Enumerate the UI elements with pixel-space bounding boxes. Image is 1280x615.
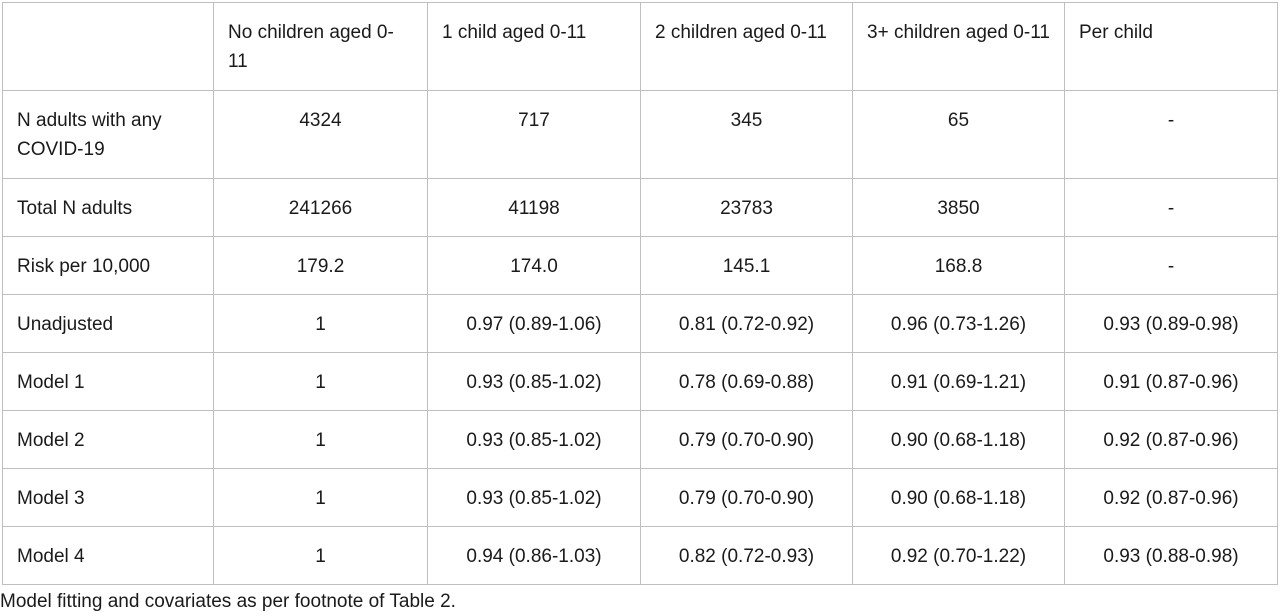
table-cell: - bbox=[1064, 178, 1278, 237]
table-cell: 168.8 bbox=[852, 236, 1065, 295]
table-cell: 0.92 (0.87-0.96) bbox=[1064, 468, 1278, 527]
table-row: Model 3 1 0.93 (0.85-1.02) 0.79 (0.70-0.… bbox=[2, 468, 1278, 527]
column-header-3plus-children: 3+ children aged 0-11 bbox=[852, 2, 1065, 91]
row-label: Risk per 10,000 bbox=[2, 236, 214, 295]
table-footnote: Model fitting and covariates as per foot… bbox=[0, 591, 456, 612]
column-header-no-children: No children aged 0-11 bbox=[213, 2, 428, 91]
table-cell: 241266 bbox=[213, 178, 428, 237]
table-cell: 0.91 (0.87-0.96) bbox=[1064, 352, 1278, 411]
row-label: Total N adults bbox=[2, 178, 214, 237]
table-cell: 0.91 (0.69-1.21) bbox=[852, 352, 1065, 411]
table-cell: 1 bbox=[213, 410, 428, 469]
table-cell: 0.81 (0.72-0.92) bbox=[640, 294, 853, 353]
table-cell: 345 bbox=[640, 90, 853, 179]
table-cell: 717 bbox=[427, 90, 641, 179]
table-cell: 0.93 (0.88-0.98) bbox=[1064, 526, 1278, 585]
table-cell: 0.79 (0.70-0.90) bbox=[640, 410, 853, 469]
table-cell: 1 bbox=[213, 468, 428, 527]
table-cell: 145.1 bbox=[640, 236, 853, 295]
table-cell: 0.82 (0.72-0.93) bbox=[640, 526, 853, 585]
table-row: Unadjusted 1 0.97 (0.89-1.06) 0.81 (0.72… bbox=[2, 294, 1278, 353]
table-cell: 0.90 (0.68-1.18) bbox=[852, 410, 1065, 469]
row-label: Model 4 bbox=[2, 526, 214, 585]
table-cell: 0.93 (0.89-0.98) bbox=[1064, 294, 1278, 353]
table-cell: 0.93 (0.85-1.02) bbox=[427, 468, 641, 527]
column-header-2-children: 2 children aged 0-11 bbox=[640, 2, 853, 91]
table-cell: 0.92 (0.87-0.96) bbox=[1064, 410, 1278, 469]
table-cell: 0.93 (0.85-1.02) bbox=[427, 410, 641, 469]
header-corner-cell bbox=[2, 2, 214, 91]
table-cell: 65 bbox=[852, 90, 1065, 179]
table-row: N adults with any COVID-19 4324 717 345 … bbox=[2, 90, 1278, 179]
table-row: Model 4 1 0.94 (0.86-1.03) 0.82 (0.72-0.… bbox=[2, 526, 1278, 585]
column-header-per-child: Per child bbox=[1064, 2, 1278, 91]
table-cell: - bbox=[1064, 236, 1278, 295]
table-row: Model 1 1 0.93 (0.85-1.02) 0.78 (0.69-0.… bbox=[2, 352, 1278, 411]
table-cell: 0.90 (0.68-1.18) bbox=[852, 468, 1065, 527]
table-row: Model 2 1 0.93 (0.85-1.02) 0.79 (0.70-0.… bbox=[2, 410, 1278, 469]
row-label: N adults with any COVID-19 bbox=[2, 90, 214, 179]
table-cell: 23783 bbox=[640, 178, 853, 237]
table-cell: 0.92 (0.70-1.22) bbox=[852, 526, 1065, 585]
header-row: No children aged 0-11 1 child aged 0-11 … bbox=[2, 2, 1278, 91]
table-cell: 41198 bbox=[427, 178, 641, 237]
results-table: No children aged 0-11 1 child aged 0-11 … bbox=[2, 2, 1278, 585]
column-header-1-child: 1 child aged 0-11 bbox=[427, 2, 641, 91]
table-cell: 1 bbox=[213, 294, 428, 353]
table-cell: 174.0 bbox=[427, 236, 641, 295]
table-cell: 0.78 (0.69-0.88) bbox=[640, 352, 853, 411]
table-cell: 0.93 (0.85-1.02) bbox=[427, 352, 641, 411]
table-cell: 0.96 (0.73-1.26) bbox=[852, 294, 1065, 353]
table-cell: 4324 bbox=[213, 90, 428, 179]
table-row: Risk per 10,000 179.2 174.0 145.1 168.8 … bbox=[2, 236, 1278, 295]
table-cell: 1 bbox=[213, 526, 428, 585]
row-label: Model 3 bbox=[2, 468, 214, 527]
row-label: Model 1 bbox=[2, 352, 214, 411]
table-row: Total N adults 241266 41198 23783 3850 - bbox=[2, 178, 1278, 237]
row-label: Model 2 bbox=[2, 410, 214, 469]
table-cell: 179.2 bbox=[213, 236, 428, 295]
row-label: Unadjusted bbox=[2, 294, 214, 353]
table-cell: 0.97 (0.89-1.06) bbox=[427, 294, 641, 353]
table-cell: - bbox=[1064, 90, 1278, 179]
table-cell: 3850 bbox=[852, 178, 1065, 237]
table-cell: 1 bbox=[213, 352, 428, 411]
table-cell: 0.94 (0.86-1.03) bbox=[427, 526, 641, 585]
table-cell: 0.79 (0.70-0.90) bbox=[640, 468, 853, 527]
